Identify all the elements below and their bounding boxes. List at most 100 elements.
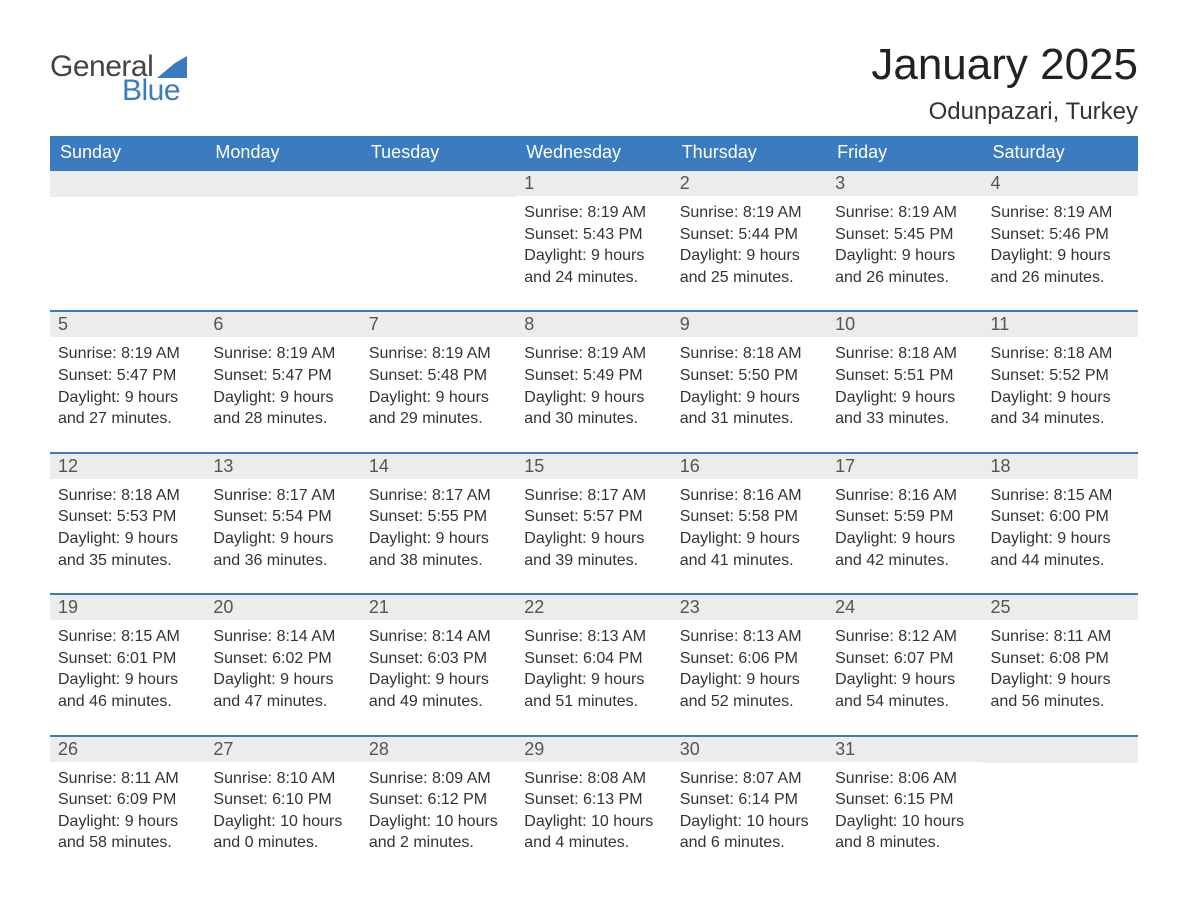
daylight-line-1: Daylight: 9 hours	[835, 387, 974, 409]
location-label: Odunpazari, Turkey	[871, 98, 1138, 126]
sunset-line: Sunset: 6:13 PM	[524, 789, 663, 811]
daylight-line-2: and 49 minutes.	[369, 691, 508, 713]
sunset-line: Sunset: 6:04 PM	[524, 648, 663, 670]
daylight-line-2: and 33 minutes.	[835, 408, 974, 430]
day-cell	[205, 170, 360, 311]
sunrise-line: Sunrise: 8:15 AM	[58, 626, 197, 648]
day-cell: 5Sunrise: 8:19 AMSunset: 5:47 PMDaylight…	[50, 311, 205, 452]
day-body-empty	[361, 197, 516, 305]
day-cell: 1Sunrise: 8:19 AMSunset: 5:43 PMDaylight…	[516, 170, 671, 311]
sunset-line: Sunset: 6:09 PM	[58, 789, 197, 811]
day-number: 13	[205, 454, 360, 479]
sunrise-line: Sunrise: 8:19 AM	[680, 202, 819, 224]
sunrise-line: Sunrise: 8:12 AM	[835, 626, 974, 648]
daylight-line-2: and 36 minutes.	[213, 550, 352, 572]
sunrise-line: Sunrise: 8:15 AM	[991, 485, 1130, 507]
day-number: 22	[516, 595, 671, 620]
day-number: 12	[50, 454, 205, 479]
day-cell	[361, 170, 516, 311]
day-header: Sunday	[50, 136, 205, 170]
sunrise-line: Sunrise: 8:14 AM	[369, 626, 508, 648]
sunrise-line: Sunrise: 8:10 AM	[213, 768, 352, 790]
day-body: Sunrise: 8:14 AMSunset: 6:02 PMDaylight:…	[205, 620, 360, 734]
day-body: Sunrise: 8:09 AMSunset: 6:12 PMDaylight:…	[361, 762, 516, 876]
daylight-line-2: and 4 minutes.	[524, 832, 663, 854]
day-body-empty	[50, 197, 205, 305]
day-number: 24	[827, 595, 982, 620]
daylight-line-1: Daylight: 10 hours	[835, 811, 974, 833]
daylight-line-1: Daylight: 9 hours	[369, 528, 508, 550]
daylight-line-2: and 34 minutes.	[991, 408, 1130, 430]
daylight-line-2: and 8 minutes.	[835, 832, 974, 854]
month-title: January 2025	[871, 40, 1138, 90]
day-cell: 11Sunrise: 8:18 AMSunset: 5:52 PMDayligh…	[983, 311, 1138, 452]
sunset-line: Sunset: 6:07 PM	[835, 648, 974, 670]
sunrise-line: Sunrise: 8:18 AM	[991, 343, 1130, 365]
day-cell: 7Sunrise: 8:19 AMSunset: 5:48 PMDaylight…	[361, 311, 516, 452]
day-body: Sunrise: 8:14 AMSunset: 6:03 PMDaylight:…	[361, 620, 516, 734]
sunrise-line: Sunrise: 8:07 AM	[680, 768, 819, 790]
sunset-line: Sunset: 5:44 PM	[680, 224, 819, 246]
day-number: 3	[827, 171, 982, 196]
sunset-line: Sunset: 5:47 PM	[58, 365, 197, 387]
day-body: Sunrise: 8:16 AMSunset: 5:59 PMDaylight:…	[827, 479, 982, 593]
day-cell: 10Sunrise: 8:18 AMSunset: 5:51 PMDayligh…	[827, 311, 982, 452]
day-number: 10	[827, 312, 982, 337]
week-row: 1Sunrise: 8:19 AMSunset: 5:43 PMDaylight…	[50, 170, 1138, 311]
day-body: Sunrise: 8:19 AMSunset: 5:44 PMDaylight:…	[672, 196, 827, 310]
day-cell: 2Sunrise: 8:19 AMSunset: 5:44 PMDaylight…	[672, 170, 827, 311]
sunrise-line: Sunrise: 8:19 AM	[835, 202, 974, 224]
daylight-line-2: and 27 minutes.	[58, 408, 197, 430]
day-number: 6	[205, 312, 360, 337]
day-body: Sunrise: 8:19 AMSunset: 5:46 PMDaylight:…	[983, 196, 1138, 310]
day-cell	[983, 736, 1138, 876]
daylight-line-2: and 39 minutes.	[524, 550, 663, 572]
day-cell: 20Sunrise: 8:14 AMSunset: 6:02 PMDayligh…	[205, 594, 360, 735]
day-number: 15	[516, 454, 671, 479]
daylight-line-2: and 28 minutes.	[213, 408, 352, 430]
day-cell: 6Sunrise: 8:19 AMSunset: 5:47 PMDaylight…	[205, 311, 360, 452]
sunrise-line: Sunrise: 8:08 AM	[524, 768, 663, 790]
daylight-line-1: Daylight: 10 hours	[213, 811, 352, 833]
day-number: 18	[983, 454, 1138, 479]
daylight-line-1: Daylight: 9 hours	[58, 528, 197, 550]
day-body: Sunrise: 8:19 AMSunset: 5:48 PMDaylight:…	[361, 337, 516, 451]
day-cell: 22Sunrise: 8:13 AMSunset: 6:04 PMDayligh…	[516, 594, 671, 735]
day-header: Friday	[827, 136, 982, 170]
day-cell	[50, 170, 205, 311]
daylight-line-1: Daylight: 9 hours	[213, 528, 352, 550]
week-row: 12Sunrise: 8:18 AMSunset: 5:53 PMDayligh…	[50, 453, 1138, 594]
day-body: Sunrise: 8:17 AMSunset: 5:55 PMDaylight:…	[361, 479, 516, 593]
daylight-line-2: and 52 minutes.	[680, 691, 819, 713]
logo-text-blue: Blue	[122, 74, 187, 108]
daylight-line-1: Daylight: 9 hours	[835, 245, 974, 267]
day-body-empty	[205, 197, 360, 305]
sunrise-line: Sunrise: 8:06 AM	[835, 768, 974, 790]
daylight-line-1: Daylight: 9 hours	[524, 528, 663, 550]
calendar-table: Sunday Monday Tuesday Wednesday Thursday…	[50, 136, 1138, 876]
day-body: Sunrise: 8:06 AMSunset: 6:15 PMDaylight:…	[827, 762, 982, 876]
sunrise-line: Sunrise: 8:11 AM	[58, 768, 197, 790]
day-header: Saturday	[983, 136, 1138, 170]
sunrise-line: Sunrise: 8:09 AM	[369, 768, 508, 790]
daylight-line-2: and 54 minutes.	[835, 691, 974, 713]
day-number: 4	[983, 171, 1138, 196]
daylight-line-1: Daylight: 9 hours	[524, 245, 663, 267]
sunset-line: Sunset: 5:58 PM	[680, 506, 819, 528]
daylight-line-1: Daylight: 9 hours	[991, 245, 1130, 267]
day-number: 1	[516, 171, 671, 196]
sunrise-line: Sunrise: 8:18 AM	[58, 485, 197, 507]
sunrise-line: Sunrise: 8:13 AM	[524, 626, 663, 648]
daylight-line-2: and 51 minutes.	[524, 691, 663, 713]
sunset-line: Sunset: 5:43 PM	[524, 224, 663, 246]
sunrise-line: Sunrise: 8:16 AM	[835, 485, 974, 507]
day-body: Sunrise: 8:18 AMSunset: 5:52 PMDaylight:…	[983, 337, 1138, 451]
day-body: Sunrise: 8:17 AMSunset: 5:54 PMDaylight:…	[205, 479, 360, 593]
day-cell: 17Sunrise: 8:16 AMSunset: 5:59 PMDayligh…	[827, 453, 982, 594]
day-cell: 18Sunrise: 8:15 AMSunset: 6:00 PMDayligh…	[983, 453, 1138, 594]
day-number-empty	[361, 171, 516, 197]
day-body: Sunrise: 8:19 AMSunset: 5:47 PMDaylight:…	[205, 337, 360, 451]
day-body: Sunrise: 8:16 AMSunset: 5:58 PMDaylight:…	[672, 479, 827, 593]
day-header: Wednesday	[516, 136, 671, 170]
sunset-line: Sunset: 5:59 PM	[835, 506, 974, 528]
